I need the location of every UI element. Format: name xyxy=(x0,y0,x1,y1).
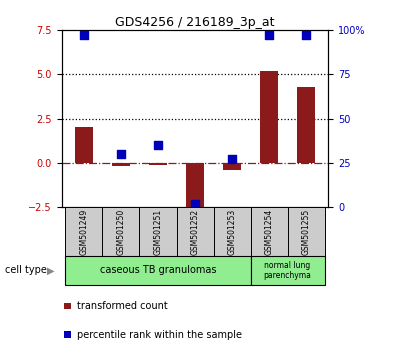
Point xyxy=(81,33,87,38)
Bar xyxy=(176,207,214,257)
Bar xyxy=(65,207,102,257)
Text: GSM501252: GSM501252 xyxy=(191,209,199,255)
Text: GSM501253: GSM501253 xyxy=(228,209,236,255)
Point xyxy=(229,156,235,162)
Point xyxy=(266,33,272,38)
Bar xyxy=(65,256,251,285)
Text: transformed count: transformed count xyxy=(77,301,168,311)
Text: GSM501250: GSM501250 xyxy=(117,209,125,255)
Title: GDS4256 / 216189_3p_at: GDS4256 / 216189_3p_at xyxy=(115,16,275,29)
Text: GSM501249: GSM501249 xyxy=(80,209,88,255)
Bar xyxy=(112,163,130,166)
Bar xyxy=(139,207,176,257)
Bar xyxy=(297,87,315,163)
Text: GSM501251: GSM501251 xyxy=(154,209,162,255)
Bar xyxy=(214,207,251,257)
Text: GSM501255: GSM501255 xyxy=(302,209,310,255)
Bar xyxy=(251,256,325,285)
Point xyxy=(192,201,198,206)
Text: ▶: ▶ xyxy=(47,266,55,275)
Bar xyxy=(186,163,204,211)
Bar xyxy=(288,207,325,257)
Bar xyxy=(223,163,241,170)
Text: percentile rank within the sample: percentile rank within the sample xyxy=(77,330,242,339)
Text: GSM501254: GSM501254 xyxy=(265,209,273,255)
Bar xyxy=(102,207,139,257)
Text: cell type: cell type xyxy=(5,266,47,275)
Bar xyxy=(251,207,288,257)
Point xyxy=(303,33,309,38)
Bar xyxy=(260,71,278,163)
Bar xyxy=(75,127,93,163)
Point xyxy=(118,151,124,157)
Text: caseous TB granulomas: caseous TB granulomas xyxy=(100,266,216,275)
Text: normal lung
parenchyma: normal lung parenchyma xyxy=(263,261,312,280)
Point xyxy=(155,142,161,148)
Bar xyxy=(149,163,167,165)
